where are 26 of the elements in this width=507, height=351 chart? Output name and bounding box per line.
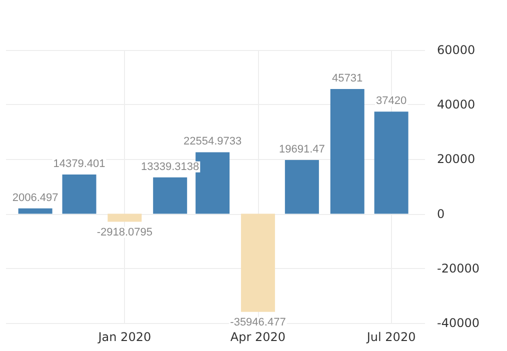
x-tick-label: Jan 2020	[97, 330, 152, 344]
y-tick-label: 40000	[437, 98, 476, 112]
data-label: 19691.47	[278, 144, 325, 156]
bar	[284, 160, 319, 214]
data-label: -35946.477	[230, 316, 286, 328]
data-label: 13339.3138	[141, 160, 200, 173]
bar	[62, 174, 96, 214]
bar	[330, 88, 364, 214]
y-tick-label: 20000	[437, 152, 476, 166]
y-tick-label: -20000	[437, 261, 480, 276]
bar	[153, 177, 188, 214]
x-tick-label: Jul 2020	[366, 330, 416, 344]
data-label: 45731	[332, 72, 363, 84]
data-label: -2918.0795	[96, 226, 153, 238]
bar	[18, 208, 52, 214]
y-tick-label: 60000	[437, 43, 476, 57]
x-tick-label: Apr 2020	[230, 330, 286, 344]
bar	[374, 112, 408, 214]
data-label: 22554.9733	[184, 136, 242, 148]
y-tick-label: -40000	[437, 316, 480, 330]
data-label: 2006.497	[12, 192, 58, 204]
bar	[240, 214, 275, 312]
bar	[108, 214, 142, 222]
y-tick-label: 0	[437, 206, 445, 221]
data-label: 37420	[376, 95, 407, 108]
data-label: 14379.401	[53, 158, 106, 170]
